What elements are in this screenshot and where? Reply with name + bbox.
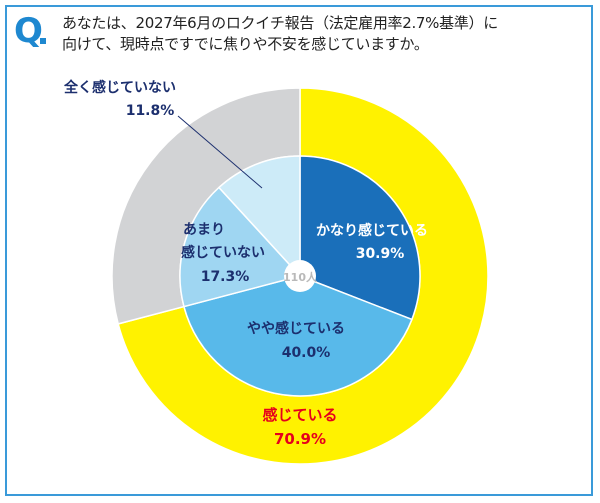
label-yaya-value: 40.0%	[282, 345, 331, 361]
question-mark-dot	[40, 38, 46, 44]
label-amari-value: 17.3%	[201, 269, 250, 285]
inner-ring	[179, 155, 421, 397]
question-mark: Q	[14, 11, 43, 51]
question-line-2: 向けて、現時点ですでに焦りや不安を感じていますか。	[62, 35, 429, 53]
question-line-1: あなたは、2027年6月のロクイチ報告（法定雇用率2.7%基準）に	[62, 14, 498, 32]
label-mattaku-value: 11.8%	[126, 103, 175, 119]
label-yaya-name: やや感じている	[247, 320, 345, 337]
label-kanjiteiru-value: 70.9%	[274, 430, 326, 448]
label-kanari-name: かなり感じている	[316, 222, 428, 239]
question-text: あなたは、2027年6月のロクイチ報告（法定雇用率2.7%基準）に 向けて、現時…	[62, 13, 582, 55]
leader-line-mattaku	[177, 115, 263, 189]
label-amari-name-1: あまり	[183, 222, 225, 238]
center-hole	[284, 260, 316, 292]
inner-segment-0	[299, 155, 421, 321]
label-amari-name-2: 感じていない	[181, 244, 265, 261]
label-mattaku-name: 全く感じていない	[63, 79, 176, 96]
inner-segment-1	[183, 275, 413, 397]
label-kanjiteiru-name: 感じている	[262, 406, 337, 424]
label-kanari-value: 30.9%	[356, 246, 405, 262]
inner-segment-3	[217, 155, 301, 278]
center-total-label: 110人	[283, 270, 318, 284]
inner-segment-2	[179, 186, 302, 308]
